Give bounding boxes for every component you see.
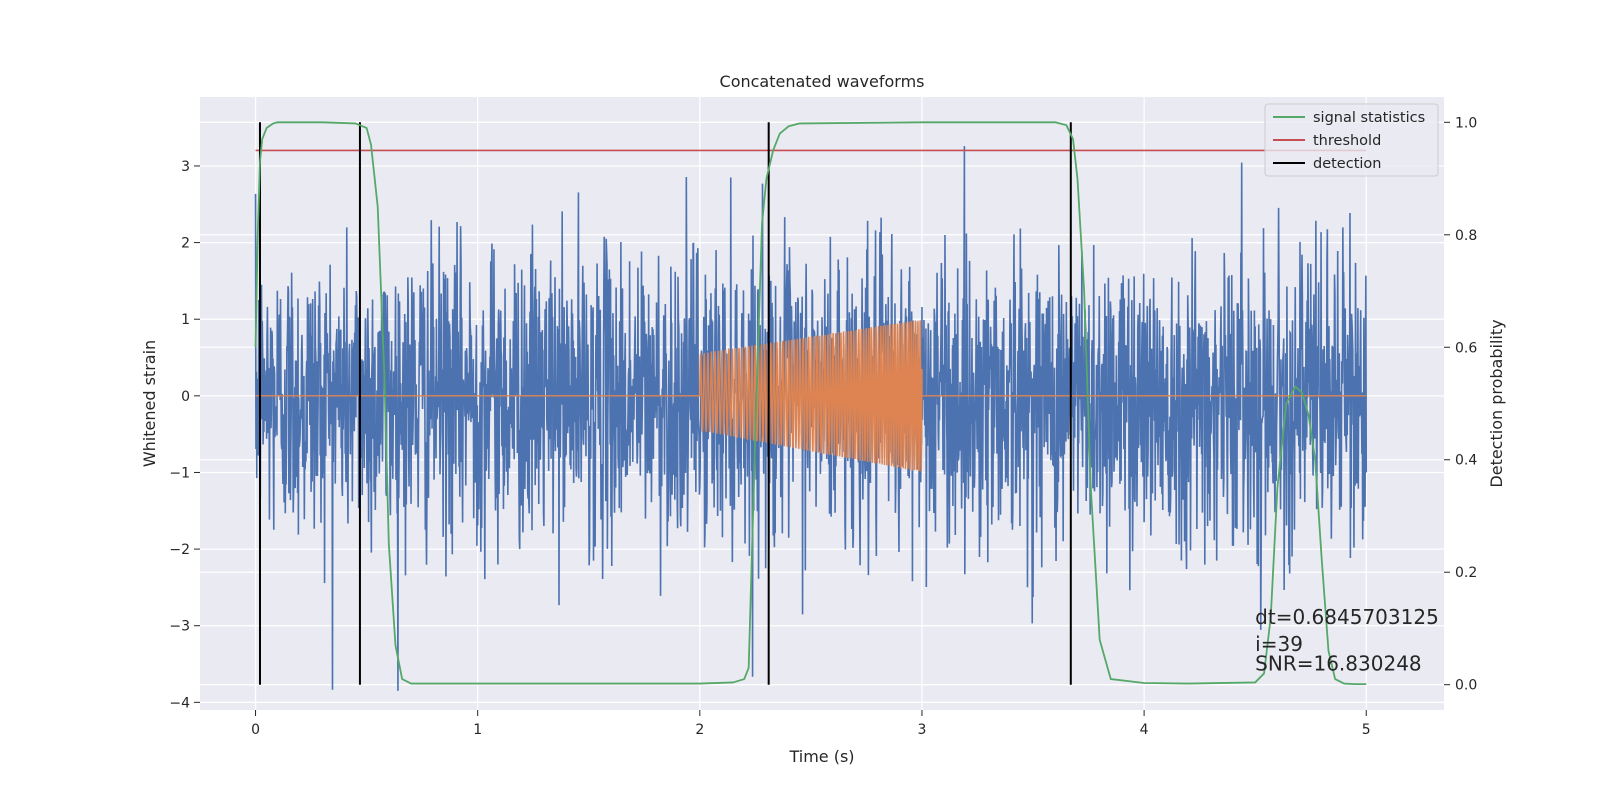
legend-label-threshold: threshold	[1313, 133, 1381, 149]
annotation-text: SNR=16.830248	[1255, 652, 1421, 676]
right-axis-ticks: 0.0 0.2 0.4 0.6 0.8 1.0	[1444, 115, 1477, 694]
x-axis-label: Time (s)	[788, 747, 854, 766]
y-tick-label: 1	[181, 312, 190, 328]
y-tick-label: −4	[169, 695, 190, 711]
y-tick-label: 3	[181, 159, 190, 175]
legend-box	[1264, 103, 1439, 177]
y-tick-label: −3	[169, 619, 190, 635]
y2-tick-label: 1.0	[1455, 115, 1477, 131]
plot-content	[254, 121, 1368, 691]
legend: signal statistics threshold detection	[1264, 103, 1439, 177]
legend-label-signal-statistics: signal statistics	[1313, 110, 1425, 126]
y-tick-label: −2	[169, 542, 190, 558]
annotation-text: i=39	[1255, 632, 1303, 656]
x-tick-label: 3	[918, 722, 927, 738]
series-signal-statistics	[254, 121, 1367, 686]
y-axis-label: Whitened strain	[140, 340, 159, 467]
y2-axis-label: Detection probability	[1487, 319, 1506, 487]
y-tick-label: 0	[181, 389, 190, 405]
left-axis-ticks: −4 −3 −2 −1 0 1 2 3	[169, 159, 200, 711]
x-tick-label: 4	[1140, 722, 1149, 738]
x-tick-label: 5	[1362, 722, 1371, 738]
series-injected-waveform	[255, 319, 1367, 472]
annotation-text: dt=0.6845703125	[1255, 605, 1439, 629]
chart-title: Concatenated waveforms	[720, 72, 925, 91]
x-tick-label: 1	[473, 722, 482, 738]
x-tick-label: 0	[251, 722, 260, 738]
y2-tick-label: 0.6	[1455, 340, 1477, 356]
y-tick-label: −1	[169, 465, 190, 481]
y2-tick-label: 0.0	[1455, 678, 1477, 694]
bottom-axis-ticks: 0 1 2 3 4 5	[251, 710, 1371, 738]
y2-tick-label: 0.8	[1455, 228, 1477, 244]
legend-label-detection: detection	[1313, 156, 1381, 172]
y-tick-label: 2	[181, 236, 190, 252]
y2-tick-label: 0.4	[1455, 453, 1477, 469]
x-tick-label: 2	[695, 722, 704, 738]
y2-tick-label: 0.2	[1455, 565, 1477, 581]
